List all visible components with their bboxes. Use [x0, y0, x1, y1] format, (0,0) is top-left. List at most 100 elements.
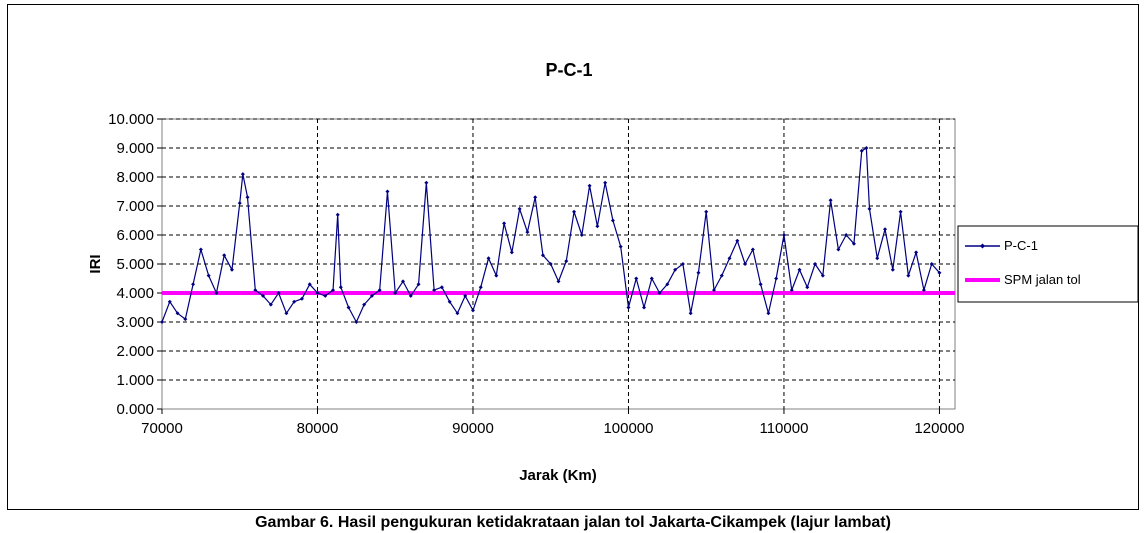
data-point-p-c-1 — [323, 293, 328, 298]
figure-caption: Gambar 6. Hasil pengukuran ketidakrataan… — [255, 514, 891, 531]
data-point-p-c-1 — [439, 285, 444, 290]
data-point-p-c-1 — [696, 270, 701, 275]
data-point-p-c-1 — [222, 253, 227, 258]
y-tick-label: 4.000 — [116, 285, 154, 302]
data-point-p-c-1 — [525, 230, 530, 235]
y-tick-label: 6.000 — [116, 227, 154, 244]
y-tick-label: 1.000 — [116, 372, 154, 389]
series-layer — [160, 146, 955, 324]
data-point-p-c-1 — [261, 293, 266, 298]
data-point-p-c-1 — [921, 288, 926, 293]
data-point-p-c-1 — [509, 250, 514, 255]
data-point-p-c-1 — [533, 195, 538, 200]
data-point-p-c-1 — [711, 288, 716, 293]
y-tick-label: 5.000 — [116, 256, 154, 273]
data-point-p-c-1 — [369, 293, 374, 298]
data-point-p-c-1 — [649, 276, 654, 281]
data-point-p-c-1 — [572, 209, 577, 214]
x-tick-label: 90000 — [452, 420, 494, 437]
data-point-p-c-1 — [470, 308, 475, 313]
data-point-p-c-1 — [338, 285, 343, 290]
data-point-p-c-1 — [735, 238, 740, 243]
x-tick-label: 80000 — [297, 420, 339, 437]
data-point-p-c-1 — [455, 311, 460, 316]
data-point-p-c-1 — [335, 212, 340, 217]
y-tick-label: 0.000 — [116, 401, 154, 418]
legend-label-spm-jalan-tol: SPM jalan tol — [1004, 272, 1081, 287]
data-point-p-c-1 — [346, 305, 351, 310]
data-point-p-c-1 — [906, 273, 911, 278]
x-axis-label: Jarak (Km) — [519, 467, 597, 484]
data-point-p-c-1 — [307, 282, 312, 287]
data-point-p-c-1 — [268, 302, 273, 307]
data-point-p-c-1 — [540, 253, 545, 258]
data-point-p-c-1 — [665, 282, 670, 287]
data-point-p-c-1 — [642, 305, 647, 310]
data-point-p-c-1 — [789, 288, 794, 293]
data-point-p-c-1 — [875, 256, 880, 261]
data-point-p-c-1 — [758, 282, 763, 287]
data-point-p-c-1 — [240, 172, 245, 177]
y-tick-label: 3.000 — [116, 314, 154, 331]
data-point-p-c-1 — [844, 233, 849, 237]
data-point-p-c-1 — [502, 221, 507, 226]
data-point-p-c-1 — [766, 311, 771, 316]
data-point-p-c-1 — [385, 189, 390, 194]
data-point-p-c-1 — [401, 279, 406, 284]
data-point-p-c-1 — [478, 285, 483, 290]
series-line-p-c-1 — [161, 147, 940, 323]
legend-marker-p-c-1 — [980, 243, 985, 249]
data-point-p-c-1 — [828, 198, 833, 203]
data-point-p-c-1 — [587, 183, 592, 188]
data-point-p-c-1 — [937, 270, 942, 275]
data-point-p-c-1 — [377, 288, 382, 293]
data-point-p-c-1 — [743, 262, 748, 266]
data-point-p-c-1 — [299, 296, 304, 301]
data-point-p-c-1 — [595, 224, 600, 229]
data-point-p-c-1 — [486, 256, 491, 261]
data-point-p-c-1 — [229, 267, 234, 272]
data-point-p-c-1 — [424, 180, 429, 185]
y-axis-ticks: 0.000 1.000 2.000 3.000 4.000 5.000 6.000 7.000… — [108, 111, 162, 418]
data-point-p-c-1 — [657, 291, 662, 295]
data-point-p-c-1 — [393, 291, 398, 295]
data-point-p-c-1 — [331, 288, 336, 293]
data-point-p-c-1 — [634, 276, 639, 281]
x-axis-ticks: 70000 80000 90000 100000 110000 120000 — [141, 409, 964, 437]
data-point-p-c-1 — [315, 291, 320, 295]
data-point-p-c-1 — [890, 267, 895, 272]
data-point-p-c-1 — [284, 311, 289, 316]
data-point-p-c-1 — [447, 299, 452, 304]
data-point-p-c-1 — [160, 320, 164, 324]
line-chart: P-C-1 0.000 1.000 2.000 3.000 4.000 5.000 6.00… — [87, 60, 1139, 484]
y-axis-label: IRI — [87, 254, 104, 273]
data-point-p-c-1 — [805, 285, 810, 290]
y-tick-label: 2.000 — [116, 343, 154, 360]
data-point-p-c-1 — [517, 206, 522, 211]
data-point-p-c-1 — [727, 256, 732, 261]
y-tick-label: 7.000 — [116, 198, 154, 215]
data-point-p-c-1 — [494, 273, 499, 278]
data-point-p-c-1 — [914, 250, 919, 255]
data-point-p-c-1 — [214, 291, 219, 295]
data-point-p-c-1 — [813, 262, 818, 266]
data-point-p-c-1 — [851, 241, 856, 246]
y-tick-label: 9.000 — [116, 140, 154, 157]
data-point-p-c-1 — [548, 262, 553, 266]
legend: P-C-1 SPM jalan tol — [957, 225, 1139, 303]
data-point-p-c-1 — [688, 311, 693, 316]
y-tick-label: 8.000 — [116, 169, 154, 186]
data-point-p-c-1 — [237, 201, 242, 206]
data-point-p-c-1 — [206, 273, 211, 278]
chart-title: P-C-1 — [545, 60, 592, 80]
data-point-p-c-1 — [191, 282, 196, 287]
data-point-p-c-1 — [362, 302, 367, 307]
data-point-p-c-1 — [781, 233, 786, 237]
data-point-p-c-1 — [175, 311, 180, 316]
data-point-p-c-1 — [276, 291, 281, 295]
data-point-p-c-1 — [750, 247, 755, 252]
data-point-p-c-1 — [774, 276, 779, 281]
data-point-p-c-1 — [253, 288, 258, 293]
data-point-p-c-1 — [354, 320, 359, 324]
data-point-p-c-1 — [463, 293, 468, 298]
